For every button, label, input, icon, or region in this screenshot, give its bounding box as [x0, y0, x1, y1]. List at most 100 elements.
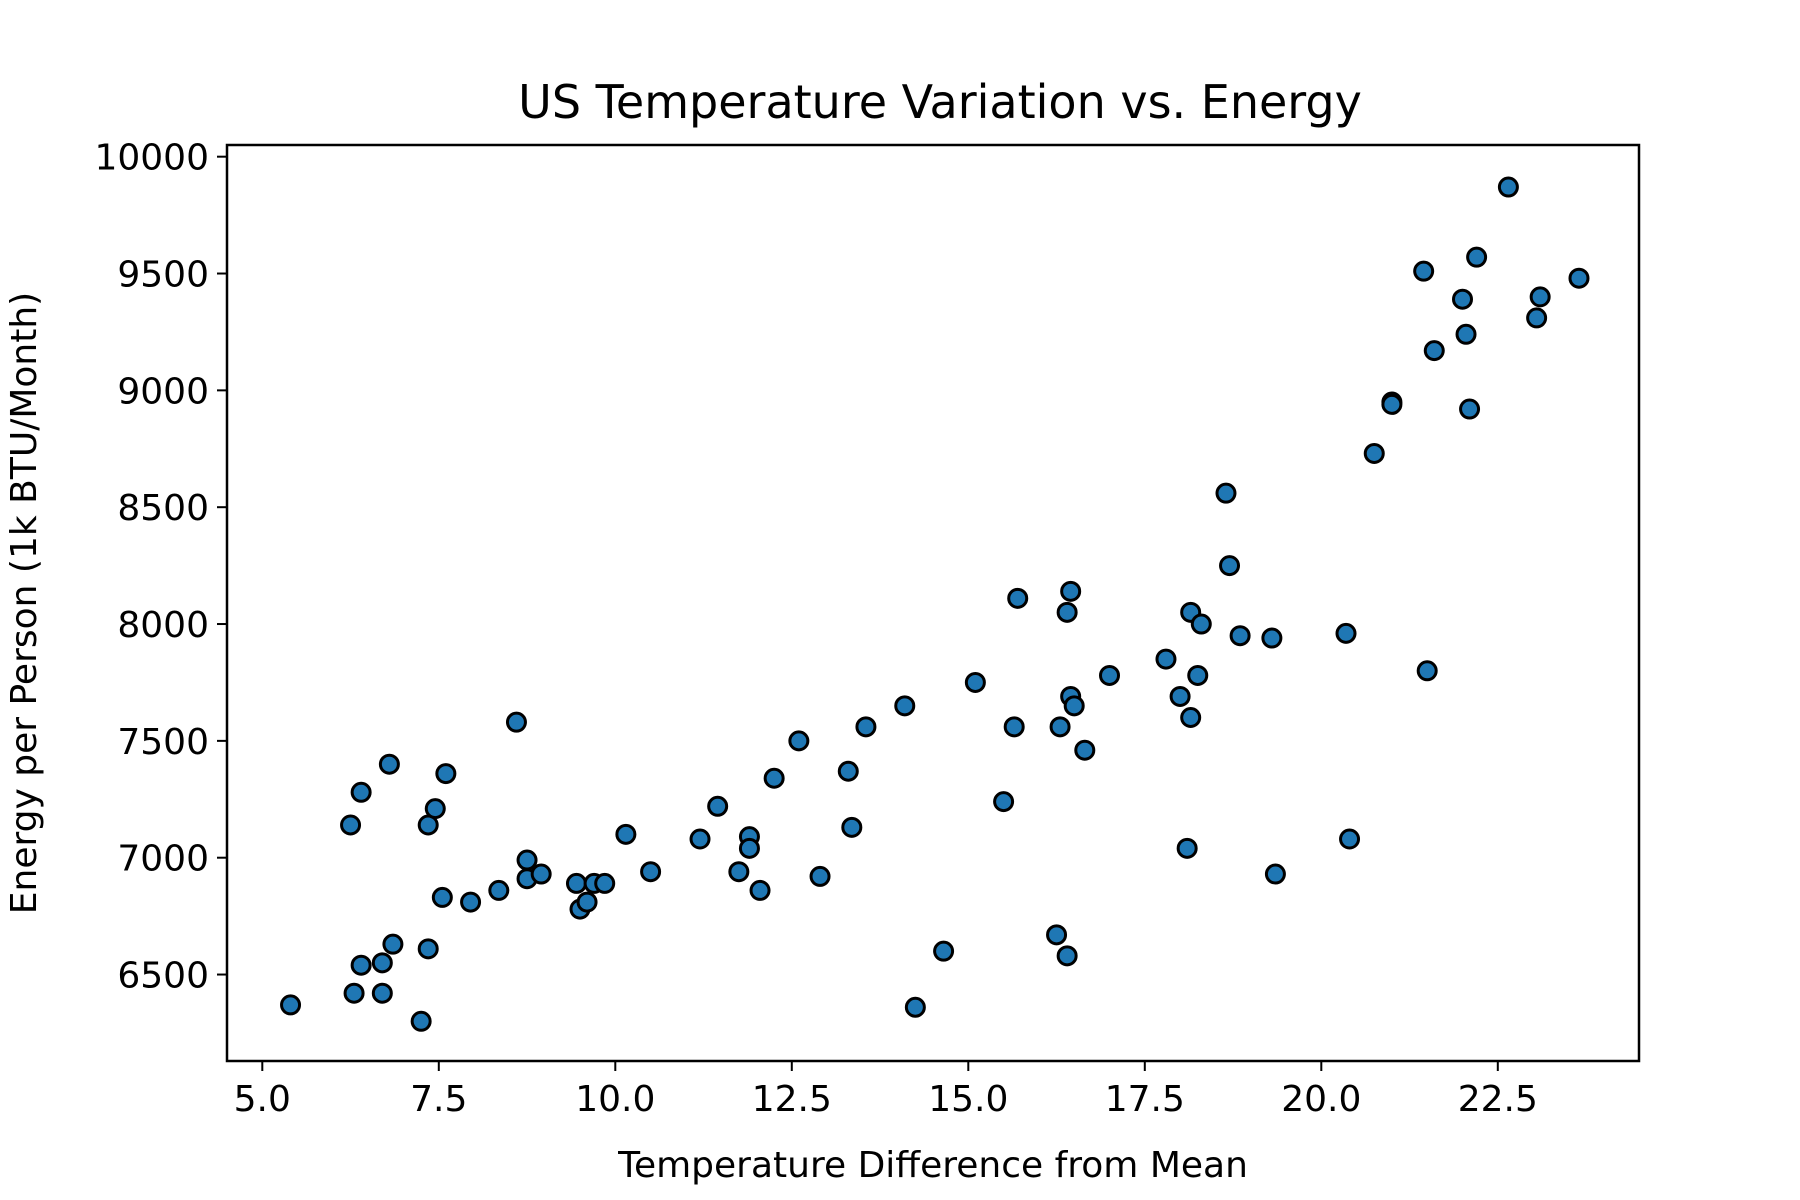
data-point	[1264, 863, 1286, 885]
data-point	[1335, 622, 1357, 644]
data-point	[1007, 587, 1029, 609]
data-point	[1261, 627, 1283, 649]
data-point	[1219, 555, 1241, 577]
y-axis-label: Energy per Person (1k BTU/Month)	[4, 292, 45, 914]
data-point	[763, 767, 785, 789]
x-tick-label: 15.0	[928, 1079, 1008, 1120]
data-point	[1413, 260, 1435, 282]
data-point	[640, 861, 662, 883]
data-point	[371, 982, 393, 1004]
data-point	[1060, 580, 1082, 602]
data-point	[894, 695, 916, 717]
data-point	[1074, 739, 1096, 761]
data-point	[382, 933, 404, 955]
data-point	[1099, 664, 1120, 686]
data-point	[1529, 286, 1551, 308]
data-point	[933, 940, 955, 962]
data-point	[1056, 601, 1078, 623]
data-point	[841, 816, 863, 838]
data-point	[431, 886, 453, 908]
data-point	[1452, 288, 1473, 310]
data-point	[1423, 340, 1445, 362]
x-tick-label: 7.5	[410, 1079, 467, 1120]
x-tick-label: 10.0	[575, 1079, 655, 1120]
data-point	[1416, 660, 1438, 682]
data-point	[530, 863, 552, 885]
data-point	[1046, 924, 1068, 946]
data-point	[1339, 828, 1361, 850]
data-point	[1176, 837, 1198, 859]
data-point	[340, 814, 362, 836]
data-point	[689, 828, 711, 850]
data-point	[280, 994, 302, 1016]
data-point	[1155, 648, 1177, 670]
data-point	[1003, 716, 1025, 738]
data-point	[1459, 398, 1481, 420]
x-tick-label: 20.0	[1281, 1079, 1361, 1120]
data-point	[460, 891, 482, 913]
data-point	[1229, 625, 1251, 647]
data-point	[594, 872, 616, 894]
x-tick-label: 5.0	[234, 1079, 291, 1120]
data-point	[350, 954, 372, 976]
x-axis-ticks: 5.0 7.5 10.0 12.5 15.0 17.5 20.0 22.5	[234, 1061, 1538, 1120]
y-tick-label: 7000	[117, 839, 209, 880]
y-tick-label: 9500	[117, 255, 209, 296]
data-point	[350, 781, 372, 803]
y-tick-label: 8500	[117, 488, 209, 529]
data-point	[1190, 613, 1212, 635]
plot-frame	[225, 143, 1641, 1063]
y-tick-label: 7500	[117, 722, 209, 763]
y-tick-label: 9000	[117, 371, 209, 412]
data-point	[809, 865, 831, 887]
data-point	[343, 982, 365, 1004]
data-point	[738, 837, 760, 859]
data-points	[280, 176, 1590, 1032]
y-axis-ticks: 6500 7000 7500 8000 8500 9000 9500 10000	[94, 138, 227, 997]
x-tick-label: 12.5	[752, 1079, 832, 1120]
data-point	[417, 938, 439, 960]
data-point	[707, 795, 729, 817]
data-point	[1466, 246, 1488, 268]
data-point	[576, 891, 598, 913]
data-point	[371, 952, 393, 974]
data-point	[1526, 307, 1548, 329]
data-point	[1056, 945, 1078, 967]
data-point	[1187, 664, 1209, 686]
data-point	[1363, 442, 1385, 464]
data-point	[615, 823, 637, 845]
x-axis-label: Temperature Difference from Mean	[617, 1145, 1248, 1186]
data-point	[993, 791, 1015, 813]
data-point	[1169, 685, 1191, 707]
chart-title: US Temperature Variation vs. Energy	[518, 75, 1362, 129]
data-point	[1215, 482, 1237, 504]
data-point	[1497, 176, 1519, 198]
y-tick-label: 8000	[117, 605, 209, 646]
data-point	[1568, 267, 1590, 289]
y-tick-label: 6500	[117, 956, 209, 997]
data-point	[410, 1010, 432, 1032]
data-point	[855, 716, 877, 738]
data-point	[378, 753, 400, 775]
data-point	[516, 849, 538, 871]
x-tick-label: 22.5	[1458, 1079, 1538, 1120]
data-point	[565, 872, 587, 894]
data-point	[964, 671, 986, 693]
data-point	[435, 763, 457, 785]
data-point	[1455, 323, 1477, 345]
data-point	[904, 996, 926, 1018]
data-point	[424, 798, 446, 820]
data-point	[788, 730, 810, 752]
data-point	[488, 879, 510, 901]
x-tick-label: 17.5	[1105, 1079, 1185, 1120]
data-point	[505, 711, 527, 733]
data-point	[1049, 716, 1071, 738]
data-point	[1063, 695, 1085, 717]
data-point	[1381, 393, 1403, 415]
data-point	[749, 879, 771, 901]
data-point	[837, 760, 859, 782]
data-point	[728, 861, 750, 883]
data-point	[1180, 707, 1202, 728]
